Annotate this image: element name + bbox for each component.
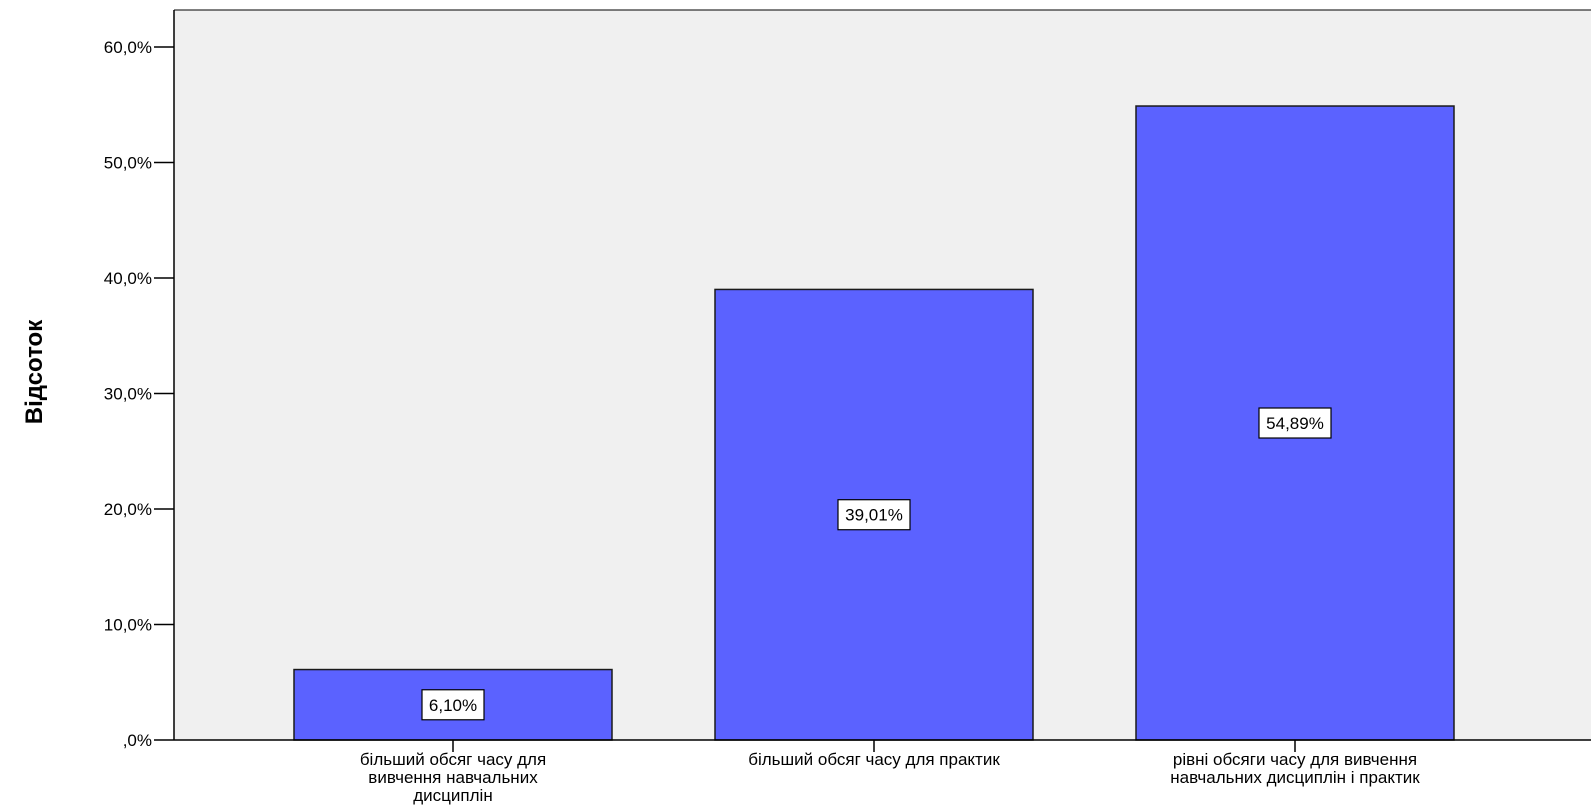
x-category-label-line: вивчення навчальних — [368, 768, 538, 787]
x-category-label: більший обсяг часу для практик — [748, 750, 1000, 769]
y-tick-label: 40,0% — [104, 269, 152, 288]
data-label-box — [421, 689, 485, 721]
x-category-label: більший обсяг часу для вивчення навчальни… — [360, 750, 546, 805]
data-label: 54,89% — [1266, 414, 1324, 433]
x-category-label-line: дисциплін — [413, 786, 492, 805]
data-label-box — [837, 499, 911, 531]
y-tick-label: 10,0% — [104, 616, 152, 635]
x-category-label-line: навчальних дисциплін і практик — [1170, 768, 1420, 787]
data-label: 6,10% — [429, 696, 477, 715]
x-category-label-line: рівні обсяги часу для вивчення — [1173, 750, 1417, 769]
data-label: 39,01% — [845, 506, 903, 525]
y-axis-title: Відсоток — [21, 319, 48, 424]
y-tick-label: 20,0% — [104, 500, 152, 519]
x-category-label-line: більший обсяг часу для практик — [748, 750, 1000, 769]
axes-layer — [173, 9, 1591, 741]
y-tick-label: 30,0% — [104, 385, 152, 404]
data-labels-layer: 6,10% 39,01% 54,89% — [421, 407, 1332, 721]
x-category-label-line: більший обсяг часу для — [360, 750, 546, 769]
x-category-labels-layer: більший обсяг часу для вивчення навчальни… — [360, 740, 1420, 805]
y-tick-label: 50,0% — [104, 154, 152, 173]
data-label-box — [1258, 407, 1332, 439]
x-category-label: рівні обсяги часу для вивчення навчальних… — [1170, 750, 1420, 787]
y-ticks-layer: ,0% 10,0% 20,0% 30,0% 40,0% 50,0% 60,0% — [104, 38, 174, 750]
y-tick-label: 60,0% — [104, 38, 152, 57]
y-tick-label: ,0% — [123, 731, 152, 750]
